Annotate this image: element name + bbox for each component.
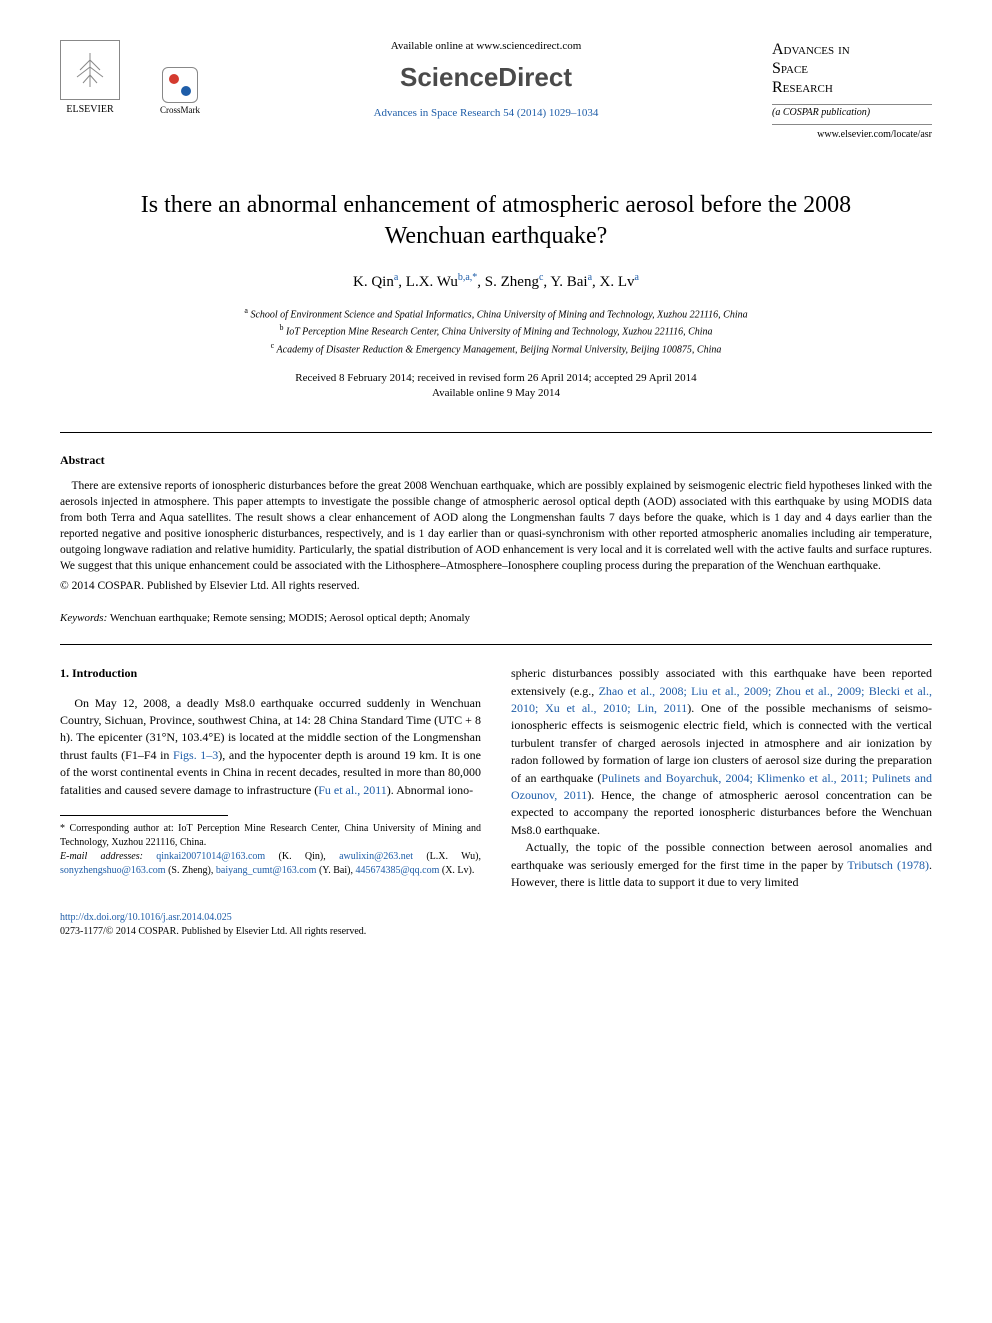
locate-url[interactable]: www.elsevier.com/locate/asr bbox=[772, 129, 932, 140]
body-paragraph: Actually, the topic of the possible conn… bbox=[511, 839, 932, 891]
footnotes: * Corresponding author at: IoT Perceptio… bbox=[60, 822, 481, 878]
keywords-text: Wenchuan earthquake; Remote sensing; MOD… bbox=[107, 612, 470, 624]
body-columns: 1. Introduction On May 12, 2008, a deadl… bbox=[60, 665, 932, 891]
abstract-copyright: © 2014 COSPAR. Published by Elsevier Ltd… bbox=[60, 580, 932, 592]
figure-reference[interactable]: Figs. 1–3 bbox=[173, 748, 218, 762]
citation-link[interactable]: Fu et al., 2011 bbox=[318, 783, 387, 797]
author: Y. Baia bbox=[550, 274, 592, 290]
email-link[interactable]: awulixin@263.net bbox=[339, 851, 413, 862]
journal-reference[interactable]: Advances in Space Research 54 (2014) 102… bbox=[220, 107, 752, 119]
elsevier-logo[interactable]: ELSEVIER bbox=[60, 40, 120, 115]
author: K. Qina bbox=[353, 274, 398, 290]
elsevier-tree-icon bbox=[60, 40, 120, 100]
elsevier-label: ELSEVIER bbox=[66, 104, 113, 115]
email-link[interactable]: sonyzhengshuo@163.com bbox=[60, 865, 166, 876]
body-paragraph: spheric disturbances possibly associated… bbox=[511, 665, 932, 839]
section-heading: 1. Introduction bbox=[60, 665, 481, 682]
keywords-label: Keywords: bbox=[60, 612, 107, 624]
citation-link[interactable]: Tributsch (1978) bbox=[847, 858, 929, 872]
email-link[interactable]: qinkai20071014@163.com bbox=[156, 851, 265, 862]
email-link[interactable]: 445674385@qq.com bbox=[355, 865, 439, 876]
page-header: ELSEVIER CrossMark Available online at w… bbox=[60, 40, 932, 160]
doi-link[interactable]: http://dx.doi.org/10.1016/j.asr.2014.04.… bbox=[60, 911, 932, 925]
journal-box: Advances in Space Research (a COSPAR pub… bbox=[772, 40, 932, 140]
email-link[interactable]: baiyang_cumt@163.com bbox=[216, 865, 317, 876]
right-column: spheric disturbances possibly associated… bbox=[511, 665, 932, 891]
article-title: Is there an abnormal enhancement of atmo… bbox=[100, 190, 892, 252]
author: X. Lva bbox=[600, 274, 639, 290]
journal-subtitle: (a COSPAR publication) bbox=[772, 104, 932, 118]
divider bbox=[60, 432, 932, 433]
center-header: Available online at www.sciencedirect.co… bbox=[200, 40, 772, 119]
author: S. Zhengc bbox=[485, 274, 544, 290]
crossmark-badge[interactable]: CrossMark bbox=[160, 67, 200, 115]
article-dates: Received 8 February 2014; received in re… bbox=[60, 371, 932, 402]
corresponding-author: * Corresponding author at: IoT Perceptio… bbox=[60, 822, 481, 850]
left-column: 1. Introduction On May 12, 2008, a deadl… bbox=[60, 665, 481, 891]
abstract-section: Abstract There are extensive reports of … bbox=[60, 453, 932, 593]
crossmark-icon bbox=[162, 67, 198, 103]
sciencedirect-logo[interactable]: ScienceDirect bbox=[220, 62, 752, 93]
publisher-logos: ELSEVIER CrossMark bbox=[60, 40, 200, 115]
authors-list: K. Qina, L.X. Wub,a,*, S. Zhengc, Y. Bai… bbox=[60, 272, 932, 291]
crossmark-label: CrossMark bbox=[160, 105, 200, 115]
page-footer: http://dx.doi.org/10.1016/j.asr.2014.04.… bbox=[60, 911, 932, 939]
email-addresses: E-mail addresses: qinkai20071014@163.com… bbox=[60, 850, 481, 878]
body-paragraph: On May 12, 2008, a deadly Ms8.0 earthqua… bbox=[60, 695, 481, 799]
author: L.X. Wub,a,* bbox=[406, 274, 477, 290]
affiliations: a School of Environment Science and Spat… bbox=[60, 305, 932, 357]
divider bbox=[60, 644, 932, 645]
issn-copyright: 0273-1177/© 2014 COSPAR. Published by El… bbox=[60, 925, 932, 939]
abstract-text: There are extensive reports of ionospher… bbox=[60, 478, 932, 575]
abstract-heading: Abstract bbox=[60, 453, 932, 468]
footnote-separator bbox=[60, 815, 228, 816]
available-online-text: Available online at www.sciencedirect.co… bbox=[220, 40, 752, 52]
keywords: Keywords: Wenchuan earthquake; Remote se… bbox=[60, 612, 932, 624]
journal-name: Advances in Space Research bbox=[772, 40, 932, 98]
